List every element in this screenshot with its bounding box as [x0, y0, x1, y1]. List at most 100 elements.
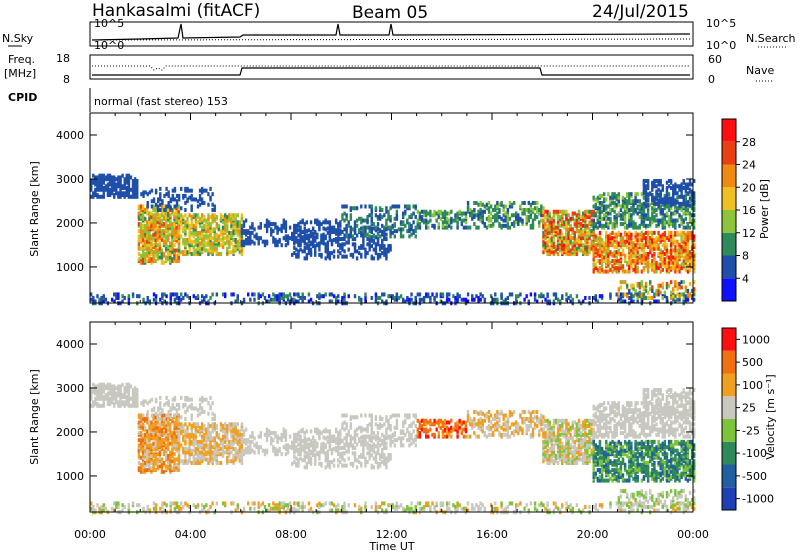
velocity-cell — [150, 424, 153, 429]
power-cell — [609, 216, 612, 221]
power-cell — [341, 213, 344, 218]
power-cell — [286, 294, 290, 299]
velocity-cell — [156, 452, 159, 457]
power-cell — [437, 215, 440, 220]
power-cell — [651, 295, 654, 300]
power-cell — [249, 230, 252, 235]
power-cell — [487, 200, 491, 205]
power-cell — [383, 229, 386, 234]
power-cell — [144, 190, 147, 195]
power-cell — [288, 299, 292, 304]
power-cell — [148, 216, 151, 221]
power-cell — [169, 246, 172, 251]
power-cell — [358, 216, 361, 221]
freq-panel: 18 8 60 0 Freq. [MHz] Nave — [4, 52, 774, 86]
velocity-cell — [173, 439, 176, 444]
power-cell — [523, 208, 526, 212]
power-cell — [649, 236, 652, 241]
power-cell — [247, 236, 250, 241]
power-cell — [659, 189, 662, 194]
power-cell — [607, 211, 610, 216]
power-cell — [343, 237, 346, 242]
power-cell — [144, 251, 147, 256]
velocity-cell — [100, 386, 103, 391]
power-cell — [506, 215, 510, 220]
power-cell — [404, 209, 407, 214]
power-cell — [669, 255, 673, 260]
power-cell — [207, 222, 210, 227]
power-cell — [655, 184, 658, 189]
power-cell — [538, 220, 541, 225]
power-cell — [171, 292, 175, 297]
velocity-cell — [188, 436, 191, 441]
power-cell — [259, 294, 262, 299]
power-cell — [611, 251, 614, 256]
power-cell — [347, 233, 350, 238]
power-cell — [676, 248, 679, 253]
power-cell — [224, 241, 227, 246]
power-cell — [347, 294, 350, 299]
power-cell — [667, 184, 671, 189]
power-cell — [609, 220, 612, 225]
power-cell — [123, 177, 126, 182]
velocity-cell — [192, 443, 195, 448]
power-cell — [186, 216, 189, 221]
colorbar-tick-label: 16 — [742, 204, 756, 217]
power-cell — [479, 208, 482, 212]
power-cell — [483, 222, 487, 227]
power-cell — [569, 248, 572, 253]
power-cell — [498, 215, 501, 220]
power-cell — [693, 250, 696, 255]
power-cell — [600, 260, 604, 265]
velocity-cell — [154, 441, 157, 446]
power-cell — [653, 251, 656, 256]
power-cell — [523, 200, 526, 205]
power-cell — [521, 200, 524, 205]
power-cell — [642, 295, 646, 300]
velocity-cell — [104, 393, 108, 398]
power-cell — [563, 246, 566, 251]
power-cell — [642, 178, 646, 183]
power-cell — [318, 220, 321, 225]
velocity-cell — [139, 431, 143, 436]
power-cell — [693, 253, 696, 258]
power-cell — [353, 294, 357, 299]
power-cell — [326, 245, 329, 250]
power-cell — [443, 225, 447, 230]
power-cell — [184, 213, 187, 218]
power-cell — [169, 197, 172, 202]
power-cell — [341, 295, 344, 300]
power-cell — [475, 225, 478, 230]
power-cell — [324, 249, 327, 254]
power-cell — [190, 208, 193, 212]
velocity-cell — [137, 438, 141, 443]
power-cell — [129, 187, 133, 192]
power-cell — [164, 211, 168, 216]
power-cell — [644, 184, 648, 189]
power-cell — [489, 216, 493, 221]
power-cell — [573, 218, 577, 223]
power-cell — [653, 196, 656, 201]
power-cell — [177, 255, 180, 260]
power-cell — [680, 266, 683, 271]
power-cell — [393, 295, 396, 300]
power-cell — [535, 215, 539, 220]
power-cell — [636, 225, 639, 230]
power-cell — [406, 295, 409, 300]
power-cell — [626, 236, 629, 241]
power-cell — [584, 209, 587, 214]
power-cell — [665, 220, 669, 225]
power-cell — [230, 213, 233, 218]
power-cell — [508, 216, 512, 221]
power-cell — [542, 294, 545, 299]
power-cell — [646, 251, 650, 256]
power-cell — [236, 299, 239, 304]
velocity-cell — [113, 384, 116, 389]
power-cell — [640, 243, 644, 248]
power-cell — [667, 234, 671, 239]
power-cell — [598, 230, 602, 235]
power-cell — [586, 209, 589, 214]
power-cell — [525, 294, 528, 299]
power-cell — [393, 204, 396, 209]
power-cell — [343, 227, 346, 232]
